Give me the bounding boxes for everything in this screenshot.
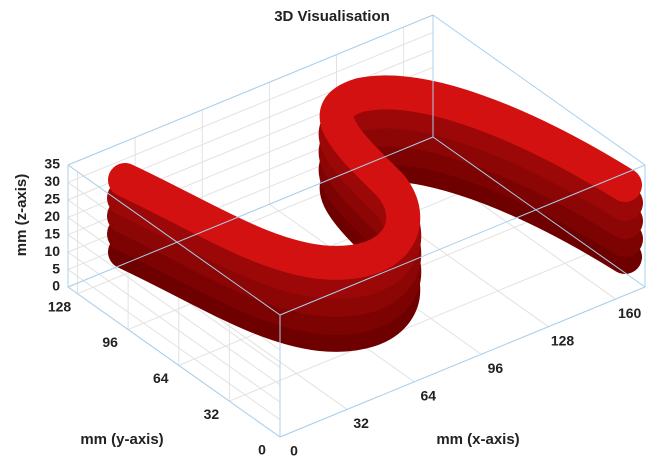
x-tick-label: 160 bbox=[618, 305, 642, 321]
x-tick-label: 32 bbox=[353, 415, 369, 431]
x-axis-label: mm (x-axis) bbox=[436, 431, 519, 448]
grid-line bbox=[67, 234, 281, 386]
x-tick-label: 0 bbox=[290, 443, 298, 459]
z-tick-label: 15 bbox=[44, 225, 60, 241]
grid-line bbox=[67, 31, 434, 183]
x-tick-label: 96 bbox=[488, 360, 504, 376]
z-tick-label: 20 bbox=[44, 208, 60, 224]
z-tick-label: 25 bbox=[44, 191, 60, 207]
box-edge bbox=[67, 164, 281, 316]
y-axis-label: mm (y-axis) bbox=[80, 431, 163, 448]
grid-line bbox=[67, 251, 281, 403]
s-shaped-object bbox=[107, 75, 643, 352]
grid-line bbox=[67, 269, 281, 420]
z-tick-label: 5 bbox=[52, 260, 60, 276]
box-edge bbox=[279, 286, 646, 438]
grid-line bbox=[229, 250, 595, 402]
chart-title: 3D Visualisation bbox=[274, 8, 390, 25]
box-edge bbox=[67, 136, 434, 288]
object-top bbox=[108, 75, 642, 280]
y-tick-label: 32 bbox=[204, 406, 220, 422]
y-tick-label: 96 bbox=[102, 334, 118, 350]
y-tick-label: 0 bbox=[258, 442, 266, 458]
y-tick-label: 64 bbox=[153, 370, 169, 386]
box-edge bbox=[432, 14, 646, 166]
z-axis-label: mm (z-axis) bbox=[13, 174, 30, 257]
box-edge bbox=[67, 286, 281, 438]
box-edge bbox=[432, 136, 646, 288]
z-tick-label: 0 bbox=[52, 278, 60, 294]
y-tick-label: 128 bbox=[48, 298, 72, 314]
z-tick-label: 30 bbox=[44, 173, 60, 189]
x-tick-label: 128 bbox=[551, 332, 575, 348]
z-tick-label: 35 bbox=[44, 156, 60, 172]
z-tick-label: 10 bbox=[44, 243, 60, 259]
box-edge bbox=[279, 164, 646, 316]
axes-box bbox=[67, 14, 646, 438]
x-tick-label: 64 bbox=[420, 388, 436, 404]
box-edge bbox=[67, 14, 434, 166]
